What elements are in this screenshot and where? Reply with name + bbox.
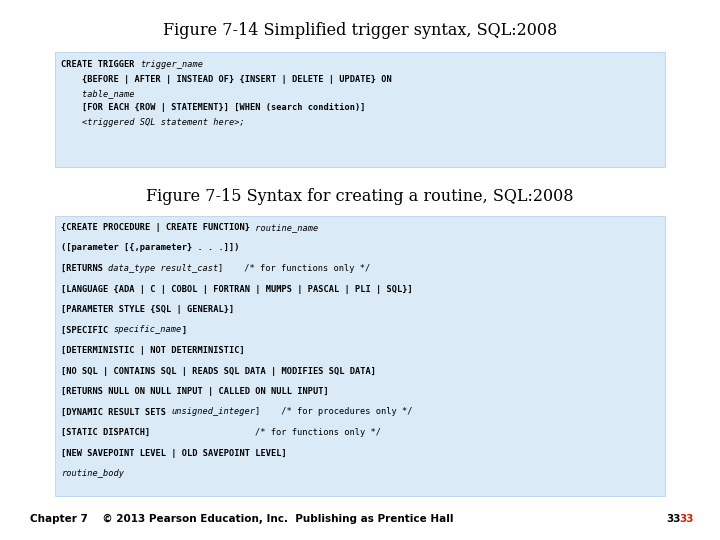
- Text: [LANGUAGE {ADA | C | COBOL | FORTRAN | MUMPS | PASCAL | PLI | SQL}]: [LANGUAGE {ADA | C | COBOL | FORTRAN | M…: [61, 285, 413, 294]
- Text: [STATIC DISPATCH]: [STATIC DISPATCH]: [61, 428, 150, 437]
- Text: [DYNAMIC RESULT SETS: [DYNAMIC RESULT SETS: [61, 408, 171, 416]
- Text: /* for functions only */: /* for functions only */: [150, 428, 382, 437]
- Text: Figure 7-15 Syntax for creating a routine, SQL:2008: Figure 7-15 Syntax for creating a routin…: [146, 188, 574, 205]
- Text: [FOR EACH {ROW | STATEMENT}] [WHEN (search condition)]: [FOR EACH {ROW | STATEMENT}] [WHEN (sear…: [61, 104, 366, 112]
- Text: [RETURNS: [RETURNS: [61, 264, 108, 273]
- Text: 33: 33: [666, 514, 680, 524]
- Text: Figure 7-14 Simplified trigger syntax, SQL:2008: Figure 7-14 Simplified trigger syntax, S…: [163, 22, 557, 39]
- Text: trigger_name: trigger_name: [140, 60, 203, 69]
- Text: routine_body: routine_body: [61, 469, 124, 478]
- Text: data_type result_cast: data_type result_cast: [108, 264, 218, 273]
- Text: [RETURNS NULL ON NULL INPUT | CALLED ON NULL INPUT]: [RETURNS NULL ON NULL INPUT | CALLED ON …: [61, 387, 329, 396]
- Text: {BEFORE | AFTER | INSTEAD OF} {INSERT | DELETE | UPDATE} ON: {BEFORE | AFTER | INSTEAD OF} {INSERT | …: [61, 75, 392, 84]
- Text: 33: 33: [679, 514, 693, 524]
- Text: ([parameter [{,parameter} . . .]]): ([parameter [{,parameter} . . .]]): [61, 244, 240, 253]
- Text: [PARAMETER STYLE {SQL | GENERAL}]: [PARAMETER STYLE {SQL | GENERAL}]: [61, 305, 234, 314]
- Text: CREATE TRIGGER: CREATE TRIGGER: [61, 60, 140, 69]
- Text: routine_name: routine_name: [250, 223, 318, 232]
- Text: unsigned_integer: unsigned_integer: [171, 408, 256, 416]
- FancyBboxPatch shape: [55, 52, 665, 167]
- Text: [NEW SAVEPOINT LEVEL | OLD SAVEPOINT LEVEL]: [NEW SAVEPOINT LEVEL | OLD SAVEPOINT LEV…: [61, 449, 287, 457]
- Text: ]    /* for functions only */: ] /* for functions only */: [218, 264, 371, 273]
- Text: <triggered SQL statement here>;: <triggered SQL statement here>;: [61, 118, 245, 127]
- Text: specific_name: specific_name: [114, 326, 181, 334]
- Text: table_name: table_name: [61, 89, 135, 98]
- Text: {CREATE PROCEDURE | CREATE FUNCTION}: {CREATE PROCEDURE | CREATE FUNCTION}: [61, 223, 250, 232]
- Text: ]    /* for procedures only */: ] /* for procedures only */: [256, 408, 413, 416]
- FancyBboxPatch shape: [55, 216, 665, 496]
- Text: ]: ]: [181, 326, 187, 334]
- Text: Chapter 7    © 2013 Pearson Education, Inc.  Publishing as Prentice Hall: Chapter 7 © 2013 Pearson Education, Inc.…: [30, 514, 454, 524]
- Text: [SPECIFIC: [SPECIFIC: [61, 326, 114, 334]
- Text: [DETERMINISTIC | NOT DETERMINISTIC]: [DETERMINISTIC | NOT DETERMINISTIC]: [61, 346, 245, 355]
- Text: [NO SQL | CONTAINS SQL | READS SQL DATA | MODIFIES SQL DATA]: [NO SQL | CONTAINS SQL | READS SQL DATA …: [61, 367, 376, 375]
